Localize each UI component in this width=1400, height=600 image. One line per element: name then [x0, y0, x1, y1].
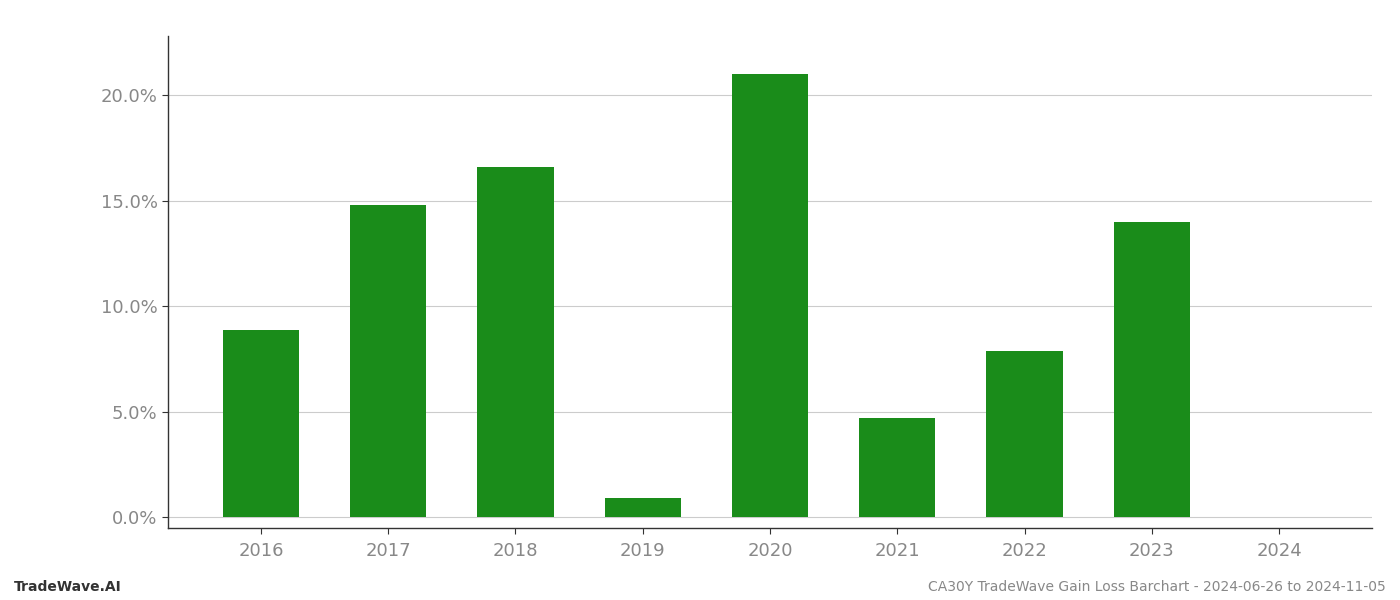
- Bar: [987, 350, 1063, 517]
- Bar: [605, 499, 680, 517]
- Text: CA30Y TradeWave Gain Loss Barchart - 2024-06-26 to 2024-11-05: CA30Y TradeWave Gain Loss Barchart - 202…: [928, 580, 1386, 594]
- Bar: [477, 167, 553, 517]
- Bar: [732, 74, 808, 517]
- Bar: [223, 329, 300, 517]
- Bar: [350, 205, 427, 517]
- Bar: [860, 418, 935, 517]
- Bar: [1113, 222, 1190, 517]
- Text: TradeWave.AI: TradeWave.AI: [14, 580, 122, 594]
